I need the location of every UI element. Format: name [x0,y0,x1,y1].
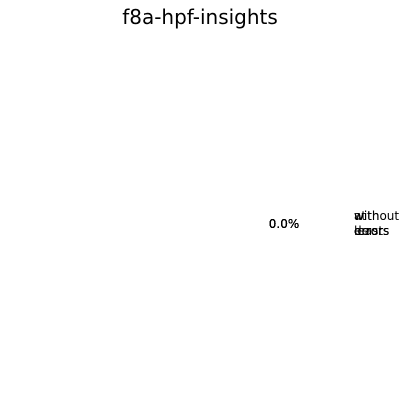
pie-value-label: 0.0% [269,217,300,231]
pie-value-labels: 0.0%0.0%0.0%0.0%0.0% [269,217,300,231]
pie-slice-label: at least [354,209,383,238]
chart-title: f8a-hpf-insights [122,5,278,29]
pie-slice-label: without errors [354,209,399,238]
pie-slice-label: de [354,224,369,238]
pie-value-label: 0.0% [269,217,300,231]
pie-slice-label: errors [354,224,389,238]
pie-value-label: 0.0% [269,217,300,231]
pie-value-label: 0.0% [269,217,300,231]
pie-value-label: 0.0% [269,217,300,231]
pie-slice-label: with errors [354,209,389,238]
